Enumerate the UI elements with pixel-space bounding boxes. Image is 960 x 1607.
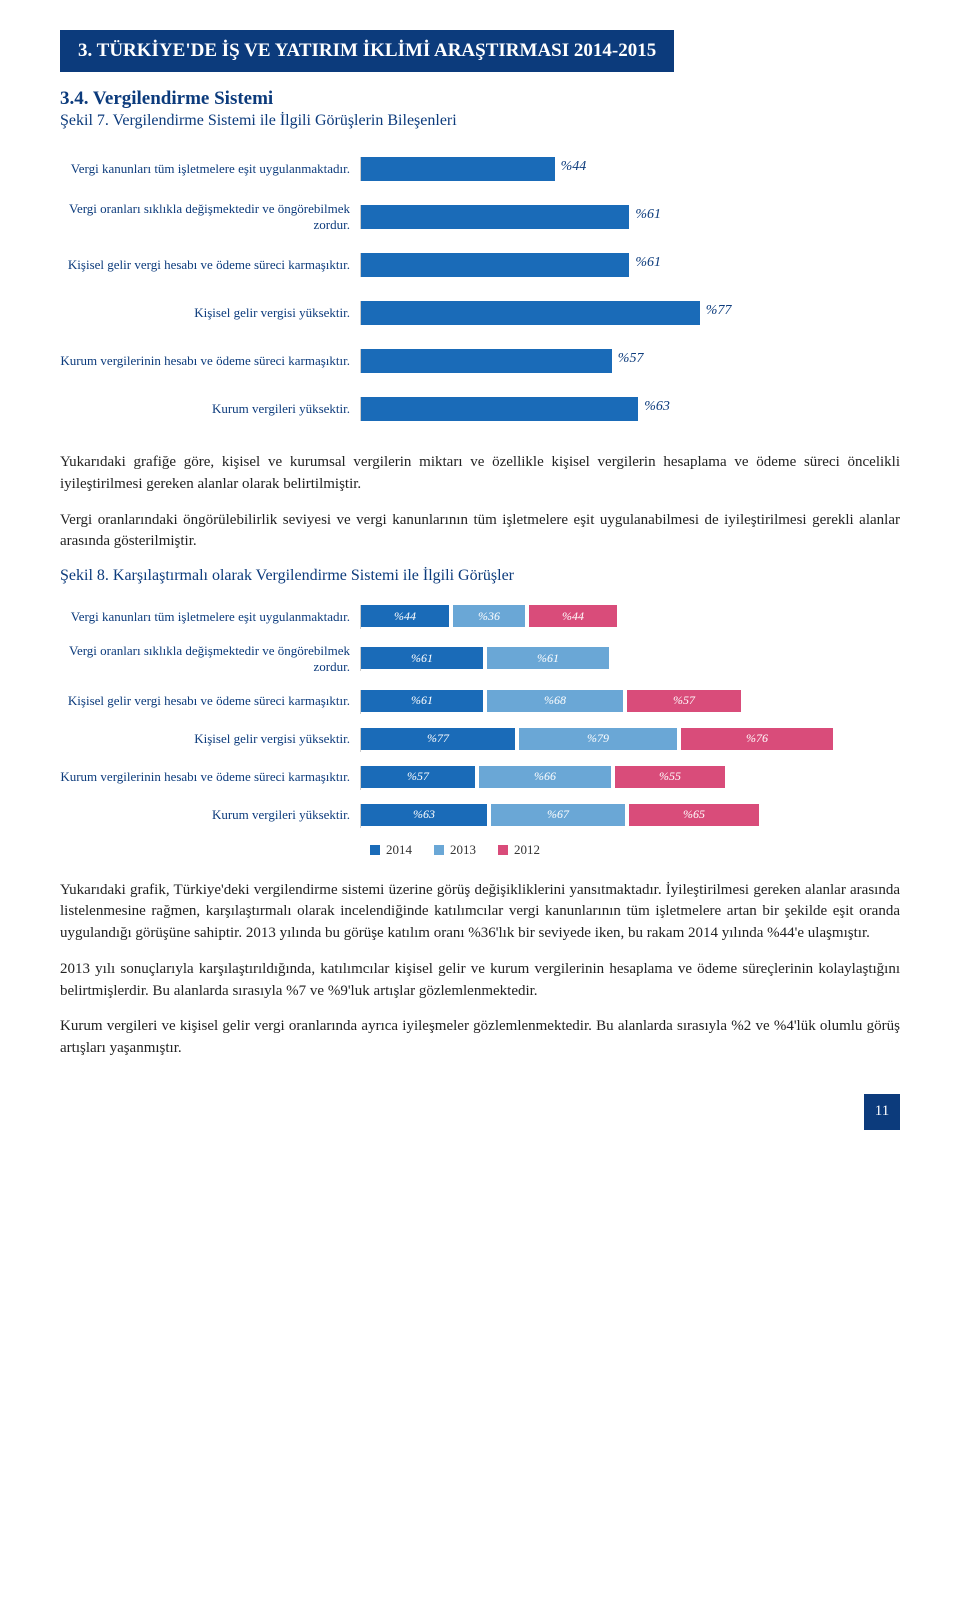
- chart1-value: %77: [706, 303, 732, 319]
- chart1-bar: [361, 349, 612, 373]
- figure-8-caption: Şekil 8. Karşılaştırmalı olarak Vergilen…: [60, 567, 900, 585]
- figure-7-caption: Şekil 7. Vergilendirme Sistemi ile İlgil…: [60, 112, 900, 130]
- chart2-segment-2012: %55: [615, 766, 725, 788]
- chart2-segment-2014: %63: [361, 804, 487, 826]
- chart2-segment-2014: %44: [361, 605, 449, 627]
- chart2-row: Kurum vergileri yüksektir.%63%67%65: [60, 804, 900, 828]
- chart2-segment-2013: %61: [487, 647, 609, 669]
- legend-item: 2014: [370, 842, 412, 858]
- chart2-segment-2012: %44: [529, 605, 617, 627]
- legend-label: 2012: [514, 842, 540, 858]
- chart1-value: %63: [644, 399, 670, 415]
- chart2-segment-2013: %36: [453, 605, 525, 627]
- chart1-bar-area: %61: [360, 253, 800, 277]
- chart2-bars: %63%67%65: [360, 804, 840, 828]
- legend-swatch: [370, 845, 380, 855]
- chart1-row: Vergi oranları sıklıkla değişmektedir ve…: [60, 198, 900, 236]
- chart2-bars: %77%79%76: [360, 728, 840, 752]
- chart1-row: Kişisel gelir vergisi yüksektir. %77: [60, 294, 900, 332]
- chart-8: Vergi kanunları tüm işletmelere eşit uyg…: [60, 605, 900, 828]
- chart2-label: Vergi oranları sıklıkla değişmektedir ve…: [60, 643, 360, 676]
- legend-item: 2012: [498, 842, 540, 858]
- chart2-label: Kişisel gelir vergi hesabı ve ödeme süre…: [60, 693, 360, 709]
- chart2-label: Kişisel gelir vergisi yüksektir.: [60, 731, 360, 747]
- chart2-segment-2012: %57: [627, 690, 741, 712]
- chart2-segment-2014: %61: [361, 647, 483, 669]
- paragraph-4: 2013 yılı sonuçlarıyla karşılaştırıldığı…: [60, 959, 900, 1003]
- chart1-bar-area: %57: [360, 349, 800, 373]
- chart1-label: Kurum vergilerinin hesabı ve ödeme sürec…: [60, 353, 360, 369]
- chart2-segment-2012: %65: [629, 804, 759, 826]
- chart2-segment-2013: %66: [479, 766, 611, 788]
- chart2-segment-2014: %57: [361, 766, 475, 788]
- chart1-value: %44: [561, 159, 587, 175]
- chart2-bars: %44%36%44: [360, 605, 840, 629]
- paragraph-1: Yukarıdaki grafiğe göre, kişisel ve kuru…: [60, 452, 900, 496]
- chart1-bar-area: %77: [360, 301, 800, 325]
- paragraph-5: Kurum vergileri ve kişisel gelir vergi o…: [60, 1016, 900, 1060]
- legend-item: 2013: [434, 842, 476, 858]
- chart2-row: Kurum vergilerinin hesabı ve ödeme sürec…: [60, 766, 900, 790]
- chart2-bars: %57%66%55: [360, 766, 840, 790]
- chart2-row: Vergi oranları sıklıkla değişmektedir ve…: [60, 643, 900, 676]
- page-header-bar: 3. TÜRKİYE'DE İŞ VE YATIRIM İKLİMİ ARAŞT…: [60, 30, 674, 72]
- legend-label: 2014: [386, 842, 412, 858]
- chart2-label: Vergi kanunları tüm işletmelere eşit uyg…: [60, 609, 360, 625]
- chart2-row: Kişisel gelir vergi hesabı ve ödeme süre…: [60, 690, 900, 714]
- chart1-row: Kişisel gelir vergi hesabı ve ödeme süre…: [60, 246, 900, 284]
- chart1-label: Vergi kanunları tüm işletmelere eşit uyg…: [60, 161, 360, 177]
- chart2-segment-2014: %77: [361, 728, 515, 750]
- chart2-row: Kişisel gelir vergisi yüksektir.%77%79%7…: [60, 728, 900, 752]
- chart1-label: Vergi oranları sıklıkla değişmektedir ve…: [60, 201, 360, 234]
- chart-8-legend: 2014 2013 2012: [370, 842, 900, 858]
- chart1-bar-area: %44: [360, 157, 800, 181]
- chart2-label: Kurum vergileri yüksektir.: [60, 807, 360, 823]
- chart1-label: Kişisel gelir vergisi yüksektir.: [60, 305, 360, 321]
- chart1-row: Vergi kanunları tüm işletmelere eşit uyg…: [60, 150, 900, 188]
- legend-swatch: [434, 845, 444, 855]
- chart1-bar: [361, 301, 700, 325]
- chart2-bars: %61%68%57: [360, 690, 840, 714]
- chart2-segment-2013: %68: [487, 690, 623, 712]
- chart2-segment-2012: %76: [681, 728, 833, 750]
- chart1-value: %57: [618, 351, 644, 367]
- chart1-row: Kurum vergileri yüksektir. %63: [60, 390, 900, 428]
- chart2-segment-2013: %79: [519, 728, 677, 750]
- chart1-bar: [361, 397, 638, 421]
- chart1-bar: [361, 205, 629, 229]
- section-title: 3.4. Vergilendirme Sistemi: [60, 88, 900, 110]
- chart2-segment-2014: %61: [361, 690, 483, 712]
- chart2-label: Kurum vergilerinin hesabı ve ödeme sürec…: [60, 769, 360, 785]
- chart1-bar: [361, 157, 555, 181]
- chart1-bar: [361, 253, 629, 277]
- chart-7: Vergi kanunları tüm işletmelere eşit uyg…: [60, 150, 900, 428]
- chart1-value: %61: [635, 255, 661, 271]
- page-number: 11: [864, 1094, 900, 1130]
- chart1-row: Kurum vergilerinin hesabı ve ödeme sürec…: [60, 342, 900, 380]
- chart2-segment-2013: %67: [491, 804, 625, 826]
- paragraph-3: Yukarıdaki grafik, Türkiye'deki vergilen…: [60, 880, 900, 945]
- paragraph-2: Vergi oranlarındaki öngörülebilirlik sev…: [60, 510, 900, 554]
- chart1-bar-area: %63: [360, 397, 800, 421]
- chart2-bars: %61%61: [360, 647, 840, 671]
- chart1-value: %61: [635, 207, 661, 223]
- chart1-label: Kurum vergileri yüksektir.: [60, 401, 360, 417]
- chart1-label: Kişisel gelir vergi hesabı ve ödeme süre…: [60, 257, 360, 273]
- chart2-row: Vergi kanunları tüm işletmelere eşit uyg…: [60, 605, 900, 629]
- chart1-bar-area: %61: [360, 205, 800, 229]
- legend-swatch: [498, 845, 508, 855]
- legend-label: 2013: [450, 842, 476, 858]
